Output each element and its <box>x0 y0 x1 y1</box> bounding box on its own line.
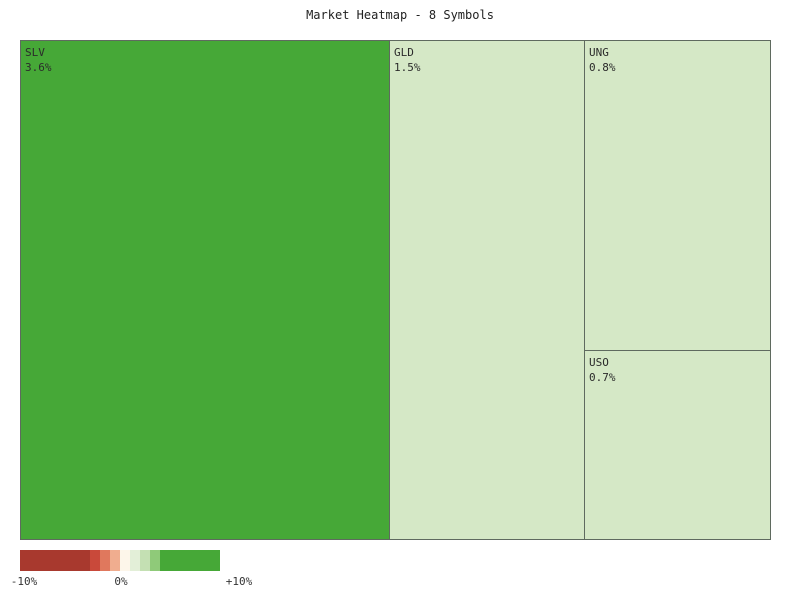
legend-swatch <box>130 550 141 571</box>
legend-swatch <box>200 550 211 571</box>
legend-swatch <box>170 550 181 571</box>
legend-swatch <box>60 550 71 571</box>
legend-swatch <box>40 550 51 571</box>
tile-symbol: SLV <box>25 46 45 59</box>
tile-gld[interactable]: GLD 1.5% <box>389 40 585 540</box>
treemap: SLV 3.6% GLD 1.5% UNG 0.8% USO 0.7% <box>20 40 771 540</box>
legend-min-label: -10% <box>10 575 38 588</box>
legend-swatch <box>180 550 191 571</box>
tile-ung[interactable]: UNG 0.8% <box>584 40 771 351</box>
tile-change: 0.7% <box>589 371 616 384</box>
legend-swatch <box>50 550 61 571</box>
legend-swatch <box>210 550 220 571</box>
chart-title: Market Heatmap - 8 Symbols <box>306 8 494 22</box>
legend-swatch <box>120 550 131 571</box>
tile-symbol: GLD <box>394 46 414 59</box>
legend-swatch <box>140 550 151 571</box>
tile-uso[interactable]: USO 0.7% <box>584 350 771 540</box>
legend-swatch <box>160 550 171 571</box>
tile-slv[interactable]: SLV 3.6% <box>20 40 390 540</box>
legend-swatch <box>110 550 121 571</box>
legend-swatch <box>100 550 111 571</box>
legend-swatch <box>20 550 31 571</box>
legend-max-label: +10% <box>225 575 253 588</box>
tile-change: 3.6% <box>25 61 52 74</box>
tile-symbol: USO <box>589 356 609 369</box>
legend-mid-label: 0% <box>114 575 128 588</box>
legend-swatch <box>30 550 41 571</box>
tile-change: 1.5% <box>394 61 421 74</box>
tile-change: 0.8% <box>589 61 616 74</box>
legend-swatch <box>80 550 91 571</box>
legend-swatch <box>150 550 161 571</box>
tile-symbol: UNG <box>589 46 609 59</box>
legend-swatch <box>90 550 101 571</box>
color-scale-legend <box>20 550 220 571</box>
legend-swatch <box>70 550 81 571</box>
legend-swatch <box>190 550 201 571</box>
